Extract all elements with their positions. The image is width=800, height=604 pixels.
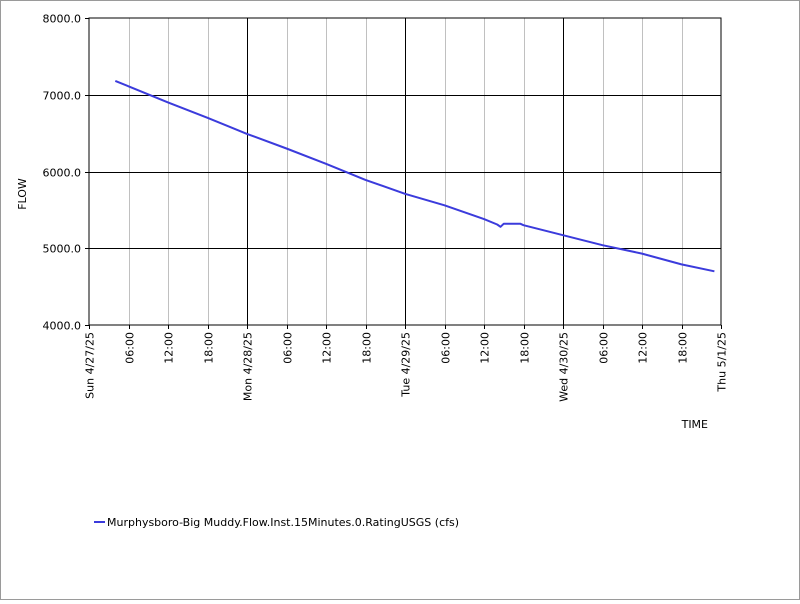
series-line bbox=[114, 79, 715, 273]
x-tick-label: 18:00 bbox=[361, 332, 374, 364]
y-tick-label: 4000.0 bbox=[43, 320, 82, 333]
x-tick-label: 12:00 bbox=[637, 332, 650, 364]
x-tick-label: Sun 4/27/25 bbox=[84, 332, 97, 399]
x-tick-label: 18:00 bbox=[519, 332, 532, 364]
x-tick-label: Tue 4/29/25 bbox=[400, 332, 413, 398]
y-tick-label: 5000.0 bbox=[43, 243, 82, 256]
x-tick-label: Wed 4/30/25 bbox=[558, 332, 571, 402]
x-tick-label: 06:00 bbox=[282, 332, 295, 364]
x-tick-label: 06:00 bbox=[598, 332, 611, 364]
x-axis-label: TIME bbox=[681, 418, 708, 431]
x-tick-label: 12:00 bbox=[479, 332, 492, 364]
y-tick-label: 8000.0 bbox=[43, 13, 82, 26]
y-tick-label: 7000.0 bbox=[43, 90, 82, 103]
series-layer bbox=[114, 79, 715, 273]
legend: Murphysboro-Big Muddy.Flow.Inst.15Minute… bbox=[94, 516, 459, 529]
x-tick-label: Mon 4/28/25 bbox=[242, 332, 255, 401]
x-tick-label: 12:00 bbox=[163, 332, 176, 364]
x-tick-label: Thu 5/1/25 bbox=[716, 332, 729, 393]
minor-gridlines bbox=[129, 18, 683, 325]
y-tick-label: 6000.0 bbox=[43, 167, 82, 180]
y-axis-label: FLOW bbox=[16, 178, 29, 210]
legend-label: Murphysboro-Big Muddy.Flow.Inst.15Minute… bbox=[107, 516, 459, 529]
x-tick-label: 12:00 bbox=[321, 332, 334, 364]
y-tick-labels: 4000.0 5000.0 6000.0 7000.0 8000.0 bbox=[43, 13, 89, 333]
x-tick-label: 06:00 bbox=[124, 332, 137, 364]
x-tick-label: 06:00 bbox=[440, 332, 453, 364]
x-tick-label: 18:00 bbox=[203, 332, 216, 364]
x-tick-label: 18:00 bbox=[677, 332, 690, 364]
x-tick-labels: Sun 4/27/25 06:00 12:00 18:00 Mon 4/28/25 06:… bbox=[84, 325, 729, 402]
